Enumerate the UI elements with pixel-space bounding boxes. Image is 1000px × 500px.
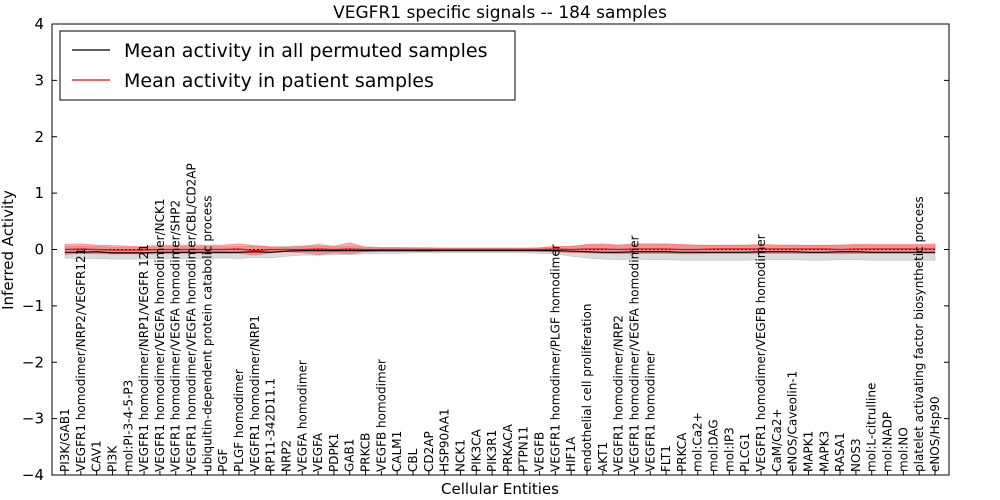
x-tick-label: PI3K	[106, 445, 120, 472]
x-tick-label: CBL	[406, 448, 420, 472]
x-tick-label: VEGFR1 homodimer/NRP1	[248, 315, 262, 472]
x-tick-label: NOS3	[849, 438, 863, 472]
x-tick-label: VEGFR1 homodimer/VEGFB homodimer	[754, 234, 768, 472]
x-tick-label: CaM/Ca2+	[770, 408, 784, 472]
y-tick-label: −1	[22, 297, 44, 315]
series-line-patient	[64, 248, 935, 252]
x-tick-label: mol:NO	[896, 427, 910, 472]
y-tick-label: 2	[34, 128, 44, 146]
x-tick-label: VEGFR1 homodimer	[643, 351, 657, 472]
x-tick-label: mol:L-citrulline	[865, 383, 879, 472]
x-tick-label: mol:Ca2+	[691, 412, 705, 472]
y-tick-label: −3	[22, 410, 44, 428]
x-tick-label: VEGFA homodimer	[295, 360, 309, 472]
x-tick-label: RASA1	[833, 432, 847, 472]
x-tick-label: NCK1	[454, 439, 468, 472]
x-tick-label: eNOS/Hsp90	[928, 396, 942, 472]
x-tick-label: platelet activating factor biosynthetic …	[912, 196, 926, 472]
x-tick-label: HIF1A	[564, 436, 578, 472]
plot-frame	[51, 23, 950, 476]
x-tick-label: CALM1	[390, 431, 404, 472]
legend: Mean activity in all permuted samples Me…	[59, 30, 516, 101]
x-tick-label: mol:IP3	[722, 427, 736, 472]
x-tick-label: mol:NADP	[881, 412, 895, 472]
x-tick-label: PTPN11	[517, 426, 531, 472]
x-tick-label: VEGFR1 homodimer/VEGFA homodimer/SHP2	[169, 200, 183, 472]
x-tick-label: ubiquitin-dependent protein catabolic pr…	[200, 196, 214, 472]
x-tick-label: VEGFA	[311, 432, 325, 472]
x-tick-label: HSP90AA1	[438, 408, 452, 472]
x-tick-label: FLT1	[659, 445, 673, 472]
x-tick-label: PIK3CA	[469, 428, 483, 472]
x-axis-label: Cellular Entities	[441, 480, 559, 498]
x-tick-label: PDPK1	[327, 433, 341, 472]
legend-label-permuted: Mean activity in all permuted samples	[124, 40, 487, 62]
y-tick-label: −4	[22, 466, 44, 484]
x-tick-label: PIK3R1	[485, 430, 499, 472]
x-tick-label: VEGFB	[533, 432, 547, 472]
x-tick-label: PGF	[216, 448, 230, 472]
x-tick-label: RP11-342D11.1	[264, 378, 278, 472]
x-tick-label: VEGFB homodimer	[374, 359, 388, 472]
y-tick-label: −2	[22, 353, 44, 371]
x-tick-label: MAPK3	[817, 431, 831, 472]
x-tick-label: VEGFR1 homodimer/NRP1/VEGFR 121	[137, 244, 151, 472]
x-tick-label: AKT1	[596, 442, 610, 472]
x-tick-label: VEGFR1 homodimer/PLGF homodimer	[548, 244, 562, 472]
x-tick-label: PRKACA	[501, 423, 515, 472]
x-tick-label: PLCG1	[738, 433, 752, 472]
x-tick-label: endothelial cell proliferation	[580, 304, 594, 472]
x-tick-label: VEGFR1 homodimer/VEGFA homodimer	[628, 235, 642, 472]
series-line-permuted	[65, 250, 935, 254]
x-tick-label: mol:PI-3-4-5-P3	[121, 380, 135, 472]
x-tick-label: GAB1	[343, 439, 357, 472]
legend-box	[59, 30, 516, 101]
x-tick-label: CD2AP	[422, 431, 436, 472]
y-tick-label: 1	[34, 184, 44, 202]
x-tick-label: mol:DAG	[707, 419, 721, 472]
x-tick-label: NRP2	[280, 440, 294, 472]
x-tick-label: VEGFR1 homodimer/NRP2	[612, 315, 626, 472]
y-axis-label: Inferred Activity	[0, 190, 17, 310]
x-tick-label: MAPK1	[802, 431, 816, 472]
y-tick-label: 0	[34, 241, 44, 259]
y-tick-label: 4	[34, 15, 44, 33]
x-tick-label: VEGFR1 homodimer/NRP2/VEGFR121	[74, 248, 88, 472]
x-tick-label: PRKCB	[359, 433, 373, 472]
x-tick-label: PI3K/GAB1	[58, 408, 72, 472]
legend-label-patient: Mean activity in patient samples	[124, 70, 434, 92]
x-tick-label: PRKCA	[675, 432, 689, 472]
x-tick-label: PLGF homodimer	[232, 369, 246, 472]
x-tick-label: VEGFR1 homodimer/VEGFA homodimer/NCK1	[153, 198, 167, 472]
y-tick-label: 3	[34, 71, 44, 89]
chart-title: VEGFR1 specific signals -- 184 samples	[333, 3, 667, 23]
x-tick-label: VEGFR1 homodimer/VEGFA homodimer/CBL/CD2…	[185, 163, 199, 472]
y-ticks: 4 3 2 1 0 −1 −2 −3 −4	[22, 15, 949, 484]
x-tick-label: CAV1	[90, 440, 104, 472]
x-tick-labels: PI3K/GAB1 VEGFR1 homodimer/NRP2/VEGFR121 C…	[58, 163, 942, 475]
series-lines-layer	[64, 248, 935, 254]
x-tick-label: eNOS/Caveolin-1	[786, 371, 800, 472]
